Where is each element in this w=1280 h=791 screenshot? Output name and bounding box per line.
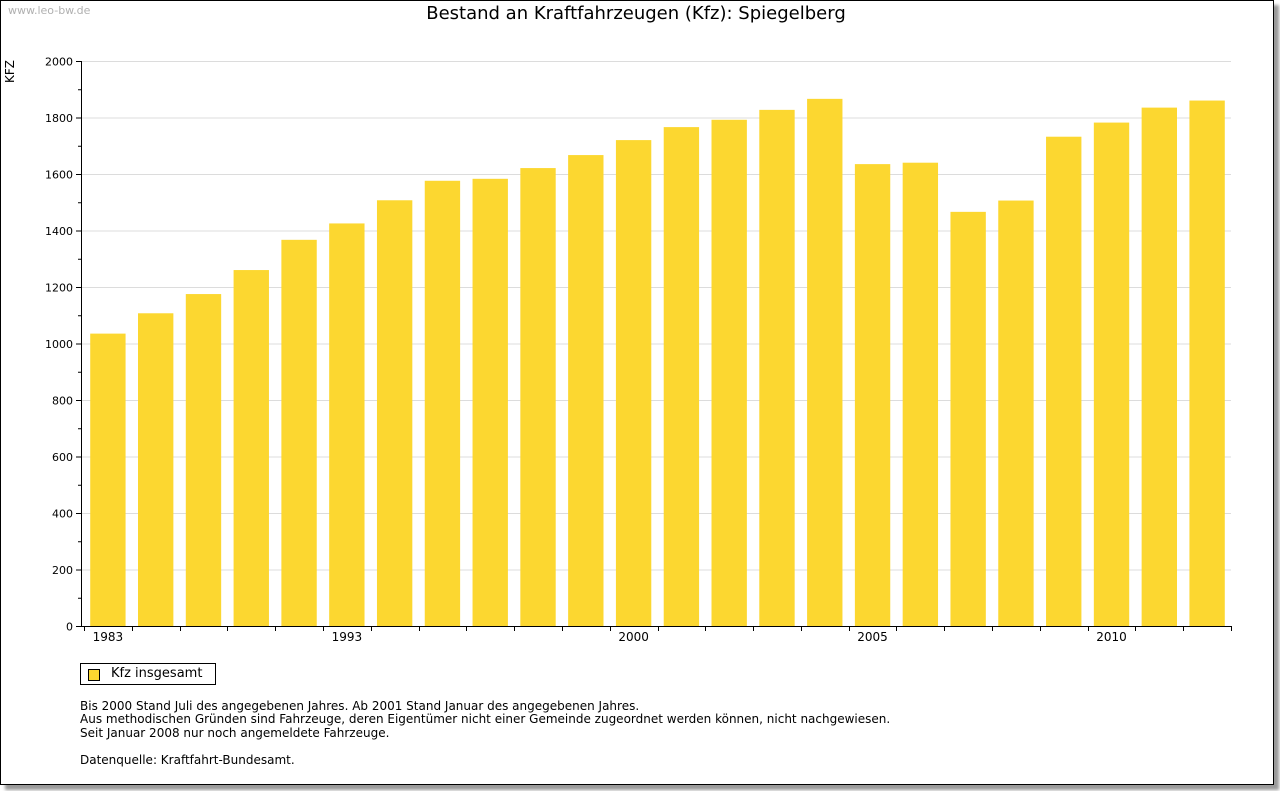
bar	[185, 294, 222, 626]
bar	[233, 270, 269, 626]
legend-swatch	[88, 669, 100, 681]
y-tick-label: 200	[52, 564, 73, 577]
bar	[950, 211, 986, 627]
bar	[1093, 122, 1130, 627]
grid-lines	[81, 61, 1231, 571]
footnote-line: Aus methodischen Gründen sind Fahrzeuge,…	[80, 712, 891, 727]
watermark: www.leo-bw.de	[8, 4, 91, 17]
x-tick-label: 2010	[1096, 630, 1127, 644]
bar	[1141, 107, 1177, 627]
bar	[902, 162, 939, 626]
bar	[1046, 136, 1082, 626]
legend-label: Kfz insgesamt	[111, 666, 203, 681]
bar	[854, 164, 891, 627]
y-tick-label: 0	[66, 621, 73, 634]
bar	[807, 98, 843, 627]
y-tick-label: 1000	[45, 338, 73, 351]
bar	[138, 313, 174, 626]
bar	[711, 119, 747, 626]
bar	[759, 109, 795, 626]
x-tick-label: 1993	[332, 630, 363, 644]
y-tick-label: 800	[52, 395, 73, 408]
y-tick-label: 1200	[45, 282, 73, 295]
x-tick-label: 2000	[618, 630, 649, 644]
y-tick-label: 600	[52, 451, 73, 464]
bar	[1189, 100, 1225, 627]
bar	[90, 333, 126, 626]
y-tick-labels: 0 200 400 600 800 1000 1200 1400 1600 1800 2000	[45, 56, 73, 634]
legend: Kfz insgesamt	[80, 663, 216, 685]
chart-title: Bestand an Kraftfahrzeugen (Kfz): Spiege…	[426, 3, 846, 24]
footnote-line: Bis 2000 Stand Juli des angegebenen Jahr…	[80, 699, 640, 713]
bar	[329, 223, 365, 626]
x-tick-label: 2005	[857, 630, 888, 644]
y-tick-label: 2000	[45, 56, 73, 69]
x-tick-labels: 1983 1993 2000 2005 2010	[93, 630, 1127, 644]
bar	[281, 239, 317, 626]
bar	[376, 200, 413, 626]
bar	[663, 127, 700, 626]
bar	[568, 155, 604, 626]
bar	[472, 178, 508, 627]
bar	[520, 168, 556, 626]
bar	[615, 140, 652, 626]
bars	[90, 98, 1225, 627]
y-tick-label: 400	[52, 508, 73, 521]
bar	[998, 200, 1034, 626]
chart-plot: 0 200 400 600 800 1000 1200 1400 1600 1800 2000 19…	[45, 56, 1232, 644]
data-source: Datenquelle: Kraftfahrt-Bundesamt.	[80, 753, 295, 767]
footnote-line: Seit Januar 2008 nur noch angemeldete Fa…	[80, 725, 390, 740]
y-tick-label: 1600	[45, 169, 73, 182]
y-tick-label: 1800	[45, 112, 73, 125]
footnotes: Bis 2000 Stand Juli des angegebenen Jahr…	[80, 699, 891, 740]
y-tick-label: 1400	[45, 225, 73, 238]
axes	[76, 61, 1232, 631]
bar	[424, 180, 461, 626]
x-tick-label: 1983	[93, 630, 124, 644]
